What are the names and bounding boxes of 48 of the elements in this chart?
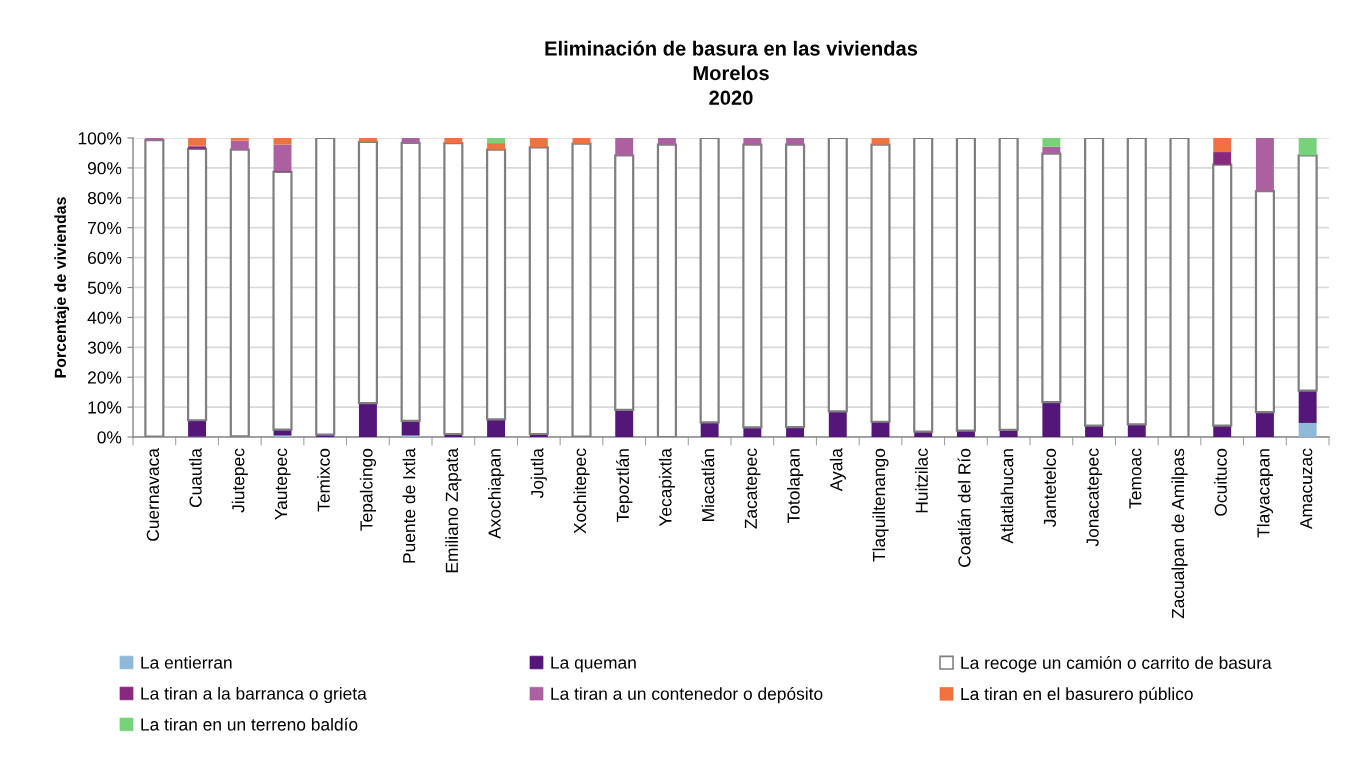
y-tick-label: 70% [88, 221, 122, 235]
x-tick-label: Zacatepec [744, 448, 761, 529]
legend-label: La recoge un camión o carrito de basura [961, 656, 1272, 673]
y-tick-label: 10% [88, 401, 122, 414]
legend-label: La tiran en el basurero público [961, 687, 1193, 704]
y-tick-label: 20% [88, 371, 122, 384]
x-tick-label: Jojutla [530, 448, 547, 499]
x-tick-label: Yecapixtla [658, 448, 676, 527]
x-tick-label: Ocuituco [1214, 448, 1227, 516]
x-tick-label: Tlaquiltenango [872, 448, 889, 562]
x-tick-label: Amacuzac [1300, 448, 1313, 530]
x-tick-label: Cuernavaca [146, 448, 160, 541]
x-tick-label: Zacualpan de Amilpas [1171, 448, 1188, 619]
legend-label: La tiran a la barranca o grieta [141, 686, 367, 704]
y-tick-label: 40% [87, 311, 122, 324]
x-tick-label: Temixco [317, 448, 330, 512]
x-tick-label: Jiutepec [231, 448, 248, 513]
x-tick-label: Tlayacapan [1256, 449, 1274, 538]
x-tick-label: Yautepec [275, 448, 291, 520]
x-tick-label: Ayala [829, 448, 846, 492]
x-tick-label: Coatlán del Río [957, 448, 971, 567]
y-tick-label: 90% [87, 162, 122, 175]
legend-label: La entierran [141, 656, 232, 669]
x-tick-label: Puente de Ixtla [402, 448, 416, 563]
y-tick-label: 0% [97, 431, 122, 444]
x-tick-label: Cuautla [188, 448, 202, 508]
x-tick-label: Tepoztlán [616, 449, 633, 523]
legend-label: La tiran en un terreno baldío [141, 717, 358, 731]
y-tick-label: 60% [88, 251, 122, 265]
y-tick-label: 30% [87, 341, 122, 354]
y-axis-title: Porcentaje de viviendas [54, 197, 70, 378]
y-tick-label: 80% [87, 191, 122, 205]
x-tick-label: Jonacatepec [1086, 448, 1103, 547]
x-tick-label: Xochitepec [573, 448, 590, 534]
x-tick-label: Tepalcingo [359, 448, 377, 531]
legend-label: La tiran a un contenedor o depósito [551, 686, 823, 704]
x-tick-label: Jantetelco [1043, 448, 1057, 527]
legend-label: La queman [551, 656, 636, 673]
x-tick-label: Temoac [1129, 448, 1142, 509]
y-tick-label: 50% [87, 281, 122, 294]
x-tick-label: Axochiapan [487, 449, 505, 539]
chart-title: Eliminación de basura en las viviendas Morelos 2020 [545, 40, 918, 105]
x-tick-label: Miacatlán [701, 449, 715, 521]
x-tick-label: Emiliano Zapata [445, 448, 462, 573]
x-tick-label: Totolapan [786, 449, 804, 523]
y-tick-label: 100% [78, 132, 122, 145]
x-tick-label: Huitzilac [915, 448, 928, 513]
x-tick-label: Atlatlahucan [1000, 449, 1014, 544]
